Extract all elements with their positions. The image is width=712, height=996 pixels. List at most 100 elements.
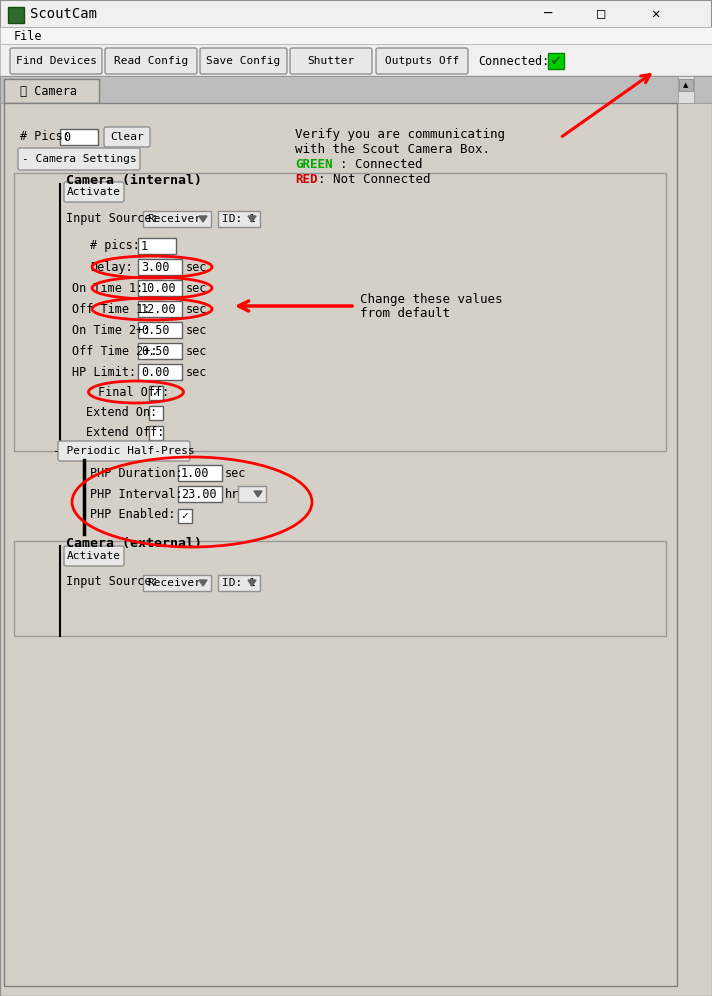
Text: On Time 2+:: On Time 2+:: [72, 324, 150, 337]
Text: Activate: Activate: [67, 187, 121, 197]
Text: - Camera Settings: - Camera Settings: [21, 154, 137, 164]
Text: Camera (external): Camera (external): [66, 538, 202, 551]
FancyBboxPatch shape: [548, 53, 564, 69]
FancyBboxPatch shape: [64, 182, 124, 202]
Text: sec: sec: [186, 366, 207, 378]
FancyBboxPatch shape: [64, 546, 124, 566]
FancyBboxPatch shape: [4, 103, 677, 986]
Text: 12.00: 12.00: [141, 303, 177, 316]
Text: GREEN: GREEN: [295, 157, 333, 170]
Text: Extend On:: Extend On:: [86, 405, 157, 418]
Text: 10.00: 10.00: [141, 282, 177, 295]
FancyBboxPatch shape: [4, 79, 99, 103]
Text: # pics:: # pics:: [90, 238, 140, 252]
Bar: [178, 486, 222, 502]
Text: Outputs Off: Outputs Off: [385, 56, 459, 66]
Text: sec: sec: [186, 261, 207, 274]
Bar: [138, 301, 182, 317]
FancyBboxPatch shape: [58, 441, 190, 461]
Polygon shape: [248, 216, 256, 222]
Text: Final Off:: Final Off:: [98, 385, 169, 398]
Text: 0: 0: [63, 130, 70, 143]
Text: ID: 1: ID: 1: [222, 578, 256, 588]
Text: 0.50: 0.50: [141, 324, 169, 337]
FancyBboxPatch shape: [14, 173, 666, 451]
FancyBboxPatch shape: [678, 76, 694, 103]
FancyBboxPatch shape: [104, 127, 150, 147]
Text: # Pics:: # Pics:: [20, 129, 70, 142]
Text: Delay:: Delay:: [90, 261, 132, 274]
Text: Find Devices: Find Devices: [16, 56, 97, 66]
Text: Input Source:: Input Source:: [66, 211, 159, 224]
Polygon shape: [199, 580, 207, 586]
Text: —: —: [544, 7, 553, 21]
Bar: [238, 486, 266, 502]
Text: On Time 1:: On Time 1:: [72, 282, 143, 295]
Polygon shape: [254, 491, 262, 497]
Text: PHP Interval:: PHP Interval:: [90, 487, 182, 501]
Bar: [8, 7, 24, 23]
Text: sec: sec: [225, 466, 246, 479]
Text: ▲: ▲: [684, 82, 689, 88]
FancyBboxPatch shape: [200, 48, 287, 74]
FancyBboxPatch shape: [10, 48, 102, 74]
Text: ✔: ✔: [551, 55, 561, 68]
Text: from default: from default: [360, 307, 450, 320]
Bar: [143, 211, 211, 227]
Text: Connected:: Connected:: [478, 55, 549, 68]
Bar: [138, 280, 182, 296]
Bar: [138, 322, 182, 338]
Text: Extend Off:: Extend Off:: [86, 425, 164, 438]
Text: hr: hr: [225, 487, 239, 501]
FancyBboxPatch shape: [0, 76, 712, 996]
Bar: [138, 238, 176, 254]
FancyBboxPatch shape: [679, 79, 693, 91]
Text: : Connected: : Connected: [340, 157, 422, 170]
Text: PHP Enabled:: PHP Enabled:: [90, 509, 175, 522]
Text: Input Source:: Input Source:: [66, 576, 159, 589]
Text: Activate: Activate: [67, 551, 121, 561]
Text: Off Time 1:: Off Time 1:: [72, 303, 150, 316]
Text: 1.00: 1.00: [181, 466, 209, 479]
Text: Receiver: Receiver: [147, 214, 201, 224]
FancyBboxPatch shape: [0, 27, 712, 44]
Text: PHP Duration:: PHP Duration:: [90, 466, 182, 479]
Bar: [149, 426, 163, 440]
Text: sec: sec: [186, 282, 207, 295]
Text: □: □: [597, 7, 605, 21]
FancyBboxPatch shape: [14, 541, 666, 636]
Text: sec: sec: [186, 345, 207, 358]
Text: ID: 1: ID: 1: [222, 214, 256, 224]
Bar: [143, 575, 211, 591]
Text: - Periodic Half-Press: - Periodic Half-Press: [53, 446, 195, 456]
FancyBboxPatch shape: [105, 48, 197, 74]
FancyBboxPatch shape: [0, 44, 712, 76]
Polygon shape: [199, 216, 207, 222]
Text: ✓: ✓: [182, 511, 189, 521]
Text: Camera (internal): Camera (internal): [66, 173, 202, 186]
Text: 0.50: 0.50: [141, 345, 169, 358]
Text: sec: sec: [186, 324, 207, 337]
Text: Off Time 2+:: Off Time 2+:: [72, 345, 157, 358]
Text: Verify you are communicating: Verify you are communicating: [295, 127, 505, 140]
Bar: [138, 364, 182, 380]
Text: Receiver: Receiver: [147, 578, 201, 588]
Text: 1: 1: [141, 239, 148, 253]
FancyBboxPatch shape: [0, 0, 712, 28]
Text: : Not Connected: : Not Connected: [318, 172, 431, 185]
Text: Shutter: Shutter: [308, 56, 355, 66]
Text: Save Config: Save Config: [206, 56, 281, 66]
Text: 3.00: 3.00: [141, 261, 169, 274]
Text: with the Scout Camera Box.: with the Scout Camera Box.: [295, 142, 490, 155]
Text: File: File: [14, 30, 43, 43]
Bar: [149, 386, 163, 400]
Bar: [218, 575, 260, 591]
Text: sec: sec: [186, 303, 207, 316]
Bar: [60, 129, 98, 145]
Text: 📷 Camera: 📷 Camera: [20, 85, 77, 98]
Text: HP Limit:: HP Limit:: [72, 366, 136, 378]
Text: ✕: ✕: [651, 7, 659, 21]
Bar: [178, 465, 222, 481]
Text: Change these values: Change these values: [360, 293, 503, 306]
Bar: [149, 406, 163, 420]
